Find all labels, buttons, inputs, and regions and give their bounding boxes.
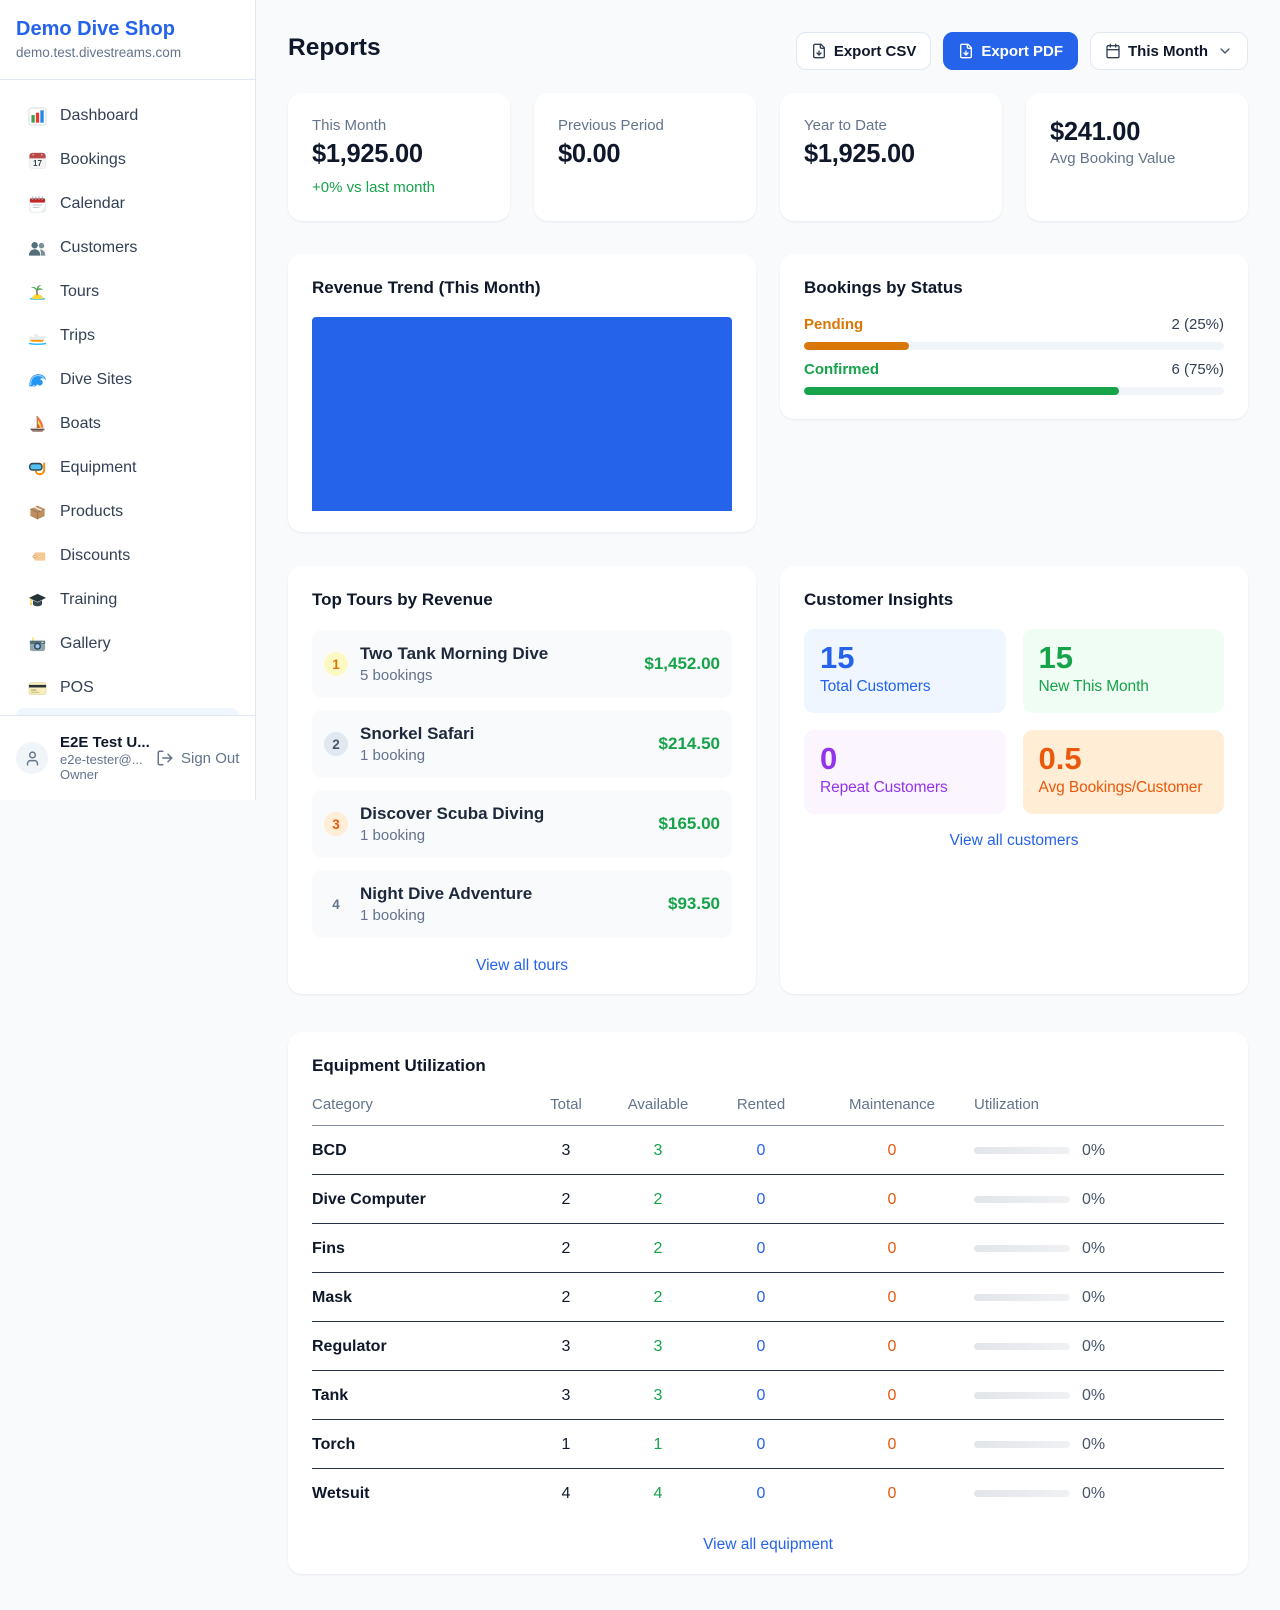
svg-text:17: 17 xyxy=(33,159,42,168)
